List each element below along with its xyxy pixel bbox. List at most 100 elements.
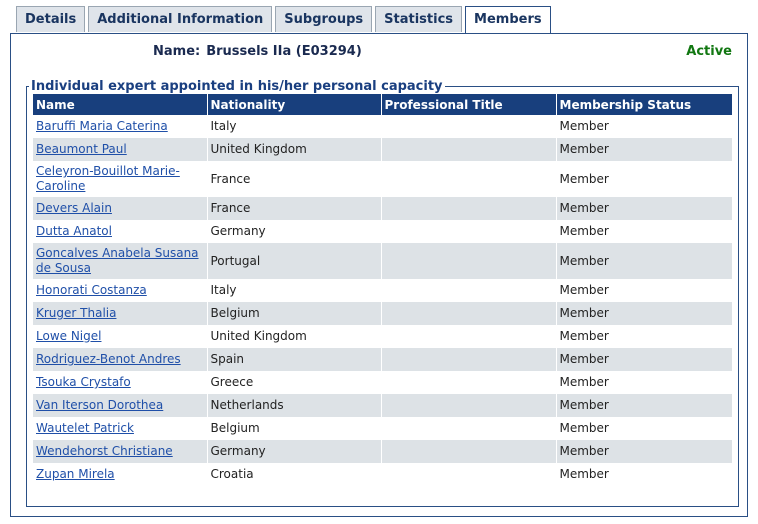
status-cell: Member — [555, 417, 732, 440]
status-cell: Member — [555, 394, 732, 417]
nationality-cell: France — [206, 161, 381, 197]
nationality-cell: France — [206, 197, 381, 220]
column-header: Professional Title — [380, 94, 556, 115]
name-cell: Kruger Thalia — [33, 302, 207, 325]
title-cell — [380, 243, 556, 279]
status-cell: Member — [555, 302, 732, 325]
member-row: Beaumont Paul United Kingdom Member — [33, 138, 732, 161]
header-row: Name Nationality Professional Title Members… — [33, 94, 732, 115]
nationality-cell: Germany — [206, 220, 381, 243]
member-link[interactable]: Dutta Anatol — [36, 224, 112, 238]
status-cell: Member — [555, 243, 732, 279]
title-cell — [380, 463, 556, 486]
nationality-cell: Spain — [206, 348, 381, 371]
status-cell: Member — [555, 440, 732, 463]
nationality-cell: Italy — [206, 115, 381, 138]
nationality-cell: Greece — [206, 371, 381, 394]
member-link[interactable]: Kruger Thalia — [36, 306, 117, 320]
name-cell: Dutta Anatol — [33, 220, 207, 243]
member-row: Wendehorst Christiane Germany Member — [33, 440, 732, 463]
member-link[interactable]: Rodriguez-Benot Andres — [36, 352, 181, 366]
title-cell — [380, 115, 556, 138]
member-row: Zupan Mirela Croatia Member — [33, 463, 732, 486]
name-cell: Goncalves Anabela Susana de Sousa — [33, 243, 207, 279]
name-cell: Tsouka Crystafo — [33, 371, 207, 394]
name-line: Name: Brussels IIa (E03294) — [153, 44, 362, 59]
tab[interactable]: Additional Information — [88, 6, 273, 32]
title-cell — [380, 394, 556, 417]
title-cell — [380, 371, 556, 394]
name-cell: Celeyron-Bouillot Marie-Caroline — [33, 161, 207, 197]
member-link[interactable]: Celeyron-Bouillot Marie-Caroline — [36, 164, 180, 193]
member-row: Van Iterson Dorothea Netherlands Member — [33, 394, 732, 417]
member-row: Celeyron-Bouillot Marie-Caroline France Me… — [33, 161, 732, 197]
title-cell — [380, 138, 556, 161]
title-cell — [380, 417, 556, 440]
member-row: Tsouka Crystafo Greece Member — [33, 371, 732, 394]
title-cell — [380, 220, 556, 243]
title-cell — [380, 325, 556, 348]
member-link[interactable]: Honorati Costanza — [36, 283, 147, 297]
table-body: Baruffi Maria Caterina Italy Member Beaumon… — [33, 115, 732, 486]
member-link[interactable]: Lowe Nigel — [36, 329, 102, 343]
title-cell — [380, 279, 556, 302]
tab[interactable]: Subgroups — [275, 6, 373, 32]
title-cell — [380, 302, 556, 325]
name-value: Brussels IIa (E03294) — [206, 44, 362, 59]
member-link[interactable]: Devers Alain — [36, 201, 112, 215]
members-table: Name Nationality Professional Title Members… — [33, 94, 732, 486]
member-link[interactable]: Van Iterson Dorothea — [36, 398, 164, 412]
nationality-cell: Belgium — [206, 302, 381, 325]
section-legend: Individual expert appointed in his/her p… — [31, 79, 443, 94]
member-row: Lowe Nigel United Kingdom Member — [33, 325, 732, 348]
name-cell: Baruffi Maria Caterina — [33, 115, 207, 138]
member-link[interactable]: Tsouka Crystafo — [36, 375, 131, 389]
tab[interactable]: Statistics — [375, 6, 463, 32]
member-row: Devers Alain France Member — [33, 197, 732, 220]
member-row: Dutta Anatol Germany Member — [33, 220, 732, 243]
title-cell — [380, 440, 556, 463]
panel: Name: Brussels IIa (E03294) Active Indivi… — [10, 33, 748, 517]
name-cell: Wendehorst Christiane — [33, 440, 207, 463]
nationality-cell: United Kingdom — [206, 138, 381, 161]
tab[interactable]: Members — [465, 6, 551, 34]
member-link[interactable]: Zupan Mirela — [36, 467, 115, 481]
member-link[interactable]: Wautelet Patrick — [36, 421, 134, 435]
name-label: Name: — [153, 44, 201, 59]
member-link[interactable]: Beaumont Paul — [36, 142, 127, 156]
name-cell: Beaumont Paul — [33, 138, 207, 161]
status-cell: Member — [555, 463, 732, 486]
status-cell: Member — [555, 279, 732, 302]
nationality-cell: Portugal — [206, 243, 381, 279]
member-row: Rodriguez-Benot Andres Spain Member — [33, 348, 732, 371]
name-cell: Lowe Nigel — [33, 325, 207, 348]
name-cell: Rodriguez-Benot Andres — [33, 348, 207, 371]
status-cell: Member — [555, 325, 732, 348]
nationality-cell: Belgium — [206, 417, 381, 440]
column-header: Nationality — [206, 94, 381, 115]
member-link[interactable]: Wendehorst Christiane — [36, 444, 173, 458]
title-cell — [380, 161, 556, 197]
name-cell: Devers Alain — [33, 197, 207, 220]
members-section: Individual expert appointed in his/her p… — [26, 79, 739, 507]
status-cell: Member — [555, 161, 732, 197]
member-row: Goncalves Anabela Susana de Sousa Portuga… — [33, 243, 732, 279]
member-link[interactable]: Goncalves Anabela Susana de Sousa — [36, 246, 199, 275]
column-header: Name — [33, 94, 207, 115]
status-cell: Member — [555, 371, 732, 394]
member-row: Wautelet Patrick Belgium Member — [33, 417, 732, 440]
name-cell: Wautelet Patrick — [33, 417, 207, 440]
nationality-cell: United Kingdom — [206, 325, 381, 348]
member-link[interactable]: Baruffi Maria Caterina — [36, 119, 168, 133]
status-cell: Member — [555, 138, 732, 161]
nationality-cell: Italy — [206, 279, 381, 302]
status: Active — [686, 44, 732, 59]
member-row: Kruger Thalia Belgium Member — [33, 302, 732, 325]
nationality-cell: Croatia — [206, 463, 381, 486]
tab[interactable]: Details — [16, 6, 86, 32]
name-cell: Honorati Costanza — [33, 279, 207, 302]
member-row: Honorati Costanza Italy Member — [33, 279, 732, 302]
nationality-cell: Germany — [206, 440, 381, 463]
member-row: Baruffi Maria Caterina Italy Member — [33, 115, 732, 138]
title-cell — [380, 197, 556, 220]
